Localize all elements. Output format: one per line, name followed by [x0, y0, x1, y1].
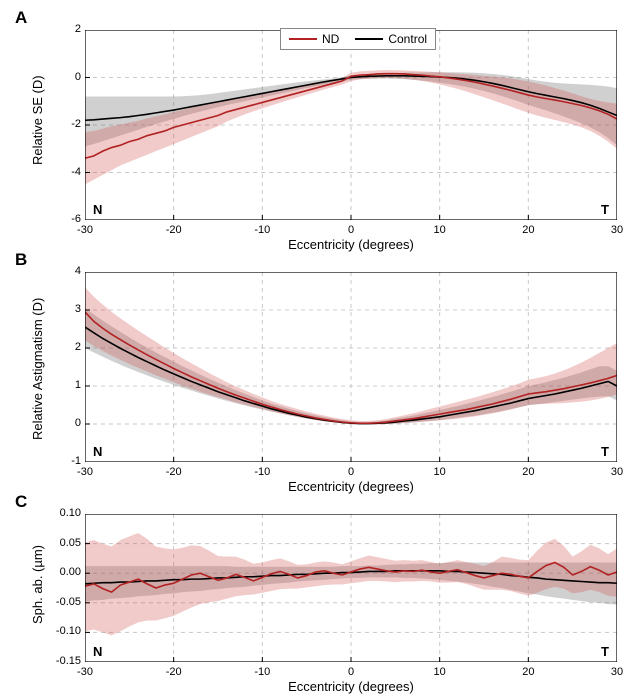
panel-b-svg: NT: [85, 272, 617, 462]
svg-text:T: T: [601, 644, 609, 659]
x-label-a: Eccentricity (degrees): [85, 237, 617, 252]
legend-line-nd: [289, 38, 317, 40]
panel-label-b: B: [15, 250, 27, 270]
panel-a-svg: NT: [85, 30, 617, 220]
figure: A B C Relative SE (D) Relative Astigmati…: [0, 0, 637, 699]
svg-text:N: N: [93, 202, 102, 217]
panel-label-c: C: [15, 492, 27, 512]
legend-item-nd: ND: [289, 32, 339, 46]
panel-label-a: A: [15, 8, 27, 28]
y-label-c: Sph. ab. (µm): [30, 545, 45, 624]
legend-label-control: Control: [388, 32, 427, 46]
panel-c-svg: NT: [85, 514, 617, 662]
svg-text:T: T: [601, 202, 609, 217]
svg-text:T: T: [601, 444, 609, 459]
svg-text:N: N: [93, 444, 102, 459]
x-label-b: Eccentricity (degrees): [85, 479, 617, 494]
x-label-c: Eccentricity (degrees): [85, 679, 617, 694]
legend: ND Control: [280, 28, 436, 50]
legend-label-nd: ND: [322, 32, 339, 46]
svg-text:N: N: [93, 644, 102, 659]
legend-item-control: Control: [355, 32, 427, 46]
legend-line-control: [355, 38, 383, 40]
